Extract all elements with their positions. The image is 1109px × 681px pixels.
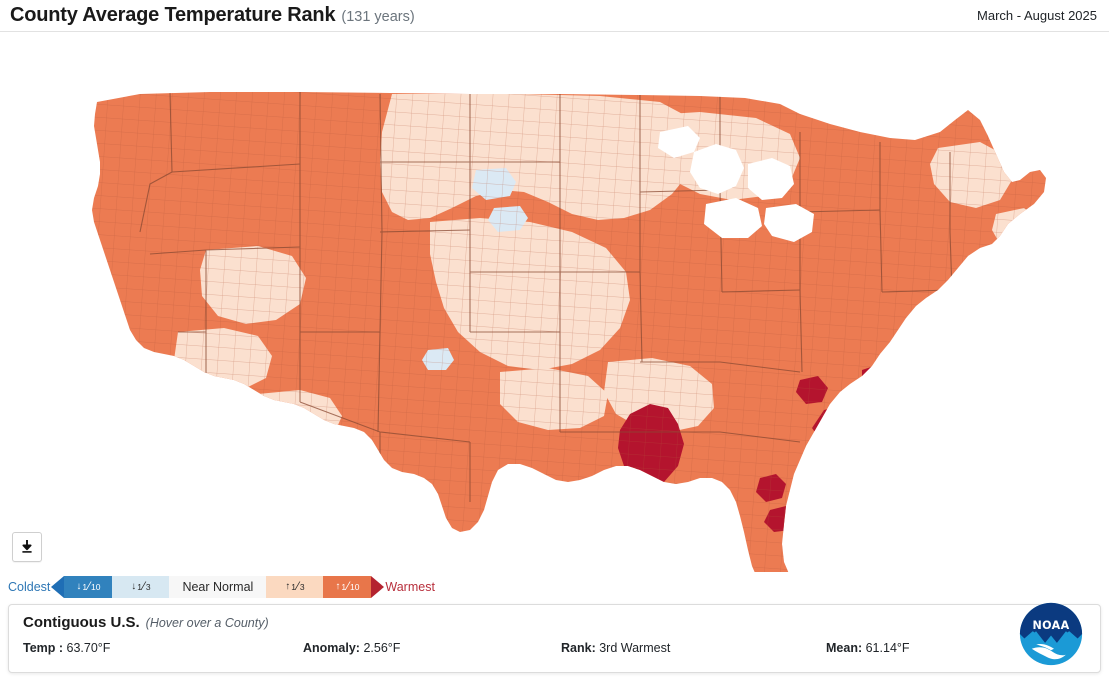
us-county-map-svg[interactable] [0, 32, 1109, 572]
info-stats-row: Temp : 63.70°F Anomaly: 2.56°F Rank: 3rd… [23, 641, 1086, 655]
info-panel: Contiguous U.S. (Hover over a County) Te… [8, 602, 1101, 673]
county-boundary-texture [92, 92, 1046, 572]
stat-mean: Mean: 61.14°F [826, 641, 1026, 655]
legend-coldest-label: Coldest [8, 580, 51, 594]
legend-cell-record-warmest-label: ↑ 1 ⁄ 10 [335, 581, 360, 593]
page-subtitle: (131 years) [341, 9, 415, 25]
stat-rank-key: Rank: [561, 641, 596, 655]
great-lakes [658, 126, 814, 242]
state-boundaries-layer [139, 92, 953, 502]
legend-cell-much-above-normal-label: ↑ 1 ⁄ 3 [285, 581, 305, 593]
legend-cells: ↓ 1 ⁄ 10 ↓ 1 ⁄ 3 Near Normal ↑ 1 ⁄ 3 ↑ 1 ⁄ 10 [64, 576, 372, 598]
download-icon [22, 540, 32, 553]
stat-temp-key: Temp : [23, 641, 64, 655]
map-fill-layer [92, 92, 1046, 572]
noaa-logo-text: NOAA [1032, 619, 1069, 632]
choropleth-map[interactable] [0, 32, 1109, 572]
legend-cell-much-above-normal[interactable]: ↑ 1 ⁄ 3 [266, 576, 324, 598]
stat-temp-value: 63.70°F [66, 641, 111, 655]
legend-cell-record-coldest[interactable]: ↓ 1 ⁄ 10 [64, 576, 113, 598]
stat-anomaly-key: Anomaly: [303, 641, 360, 655]
info-hover-hint: (Hover over a County) [145, 616, 269, 630]
stat-rank: Rank: 3rd Warmest [561, 641, 826, 655]
stat-anomaly: Anomaly: 2.56°F [303, 641, 561, 655]
legend-cell-near-normal-label: Near Normal [182, 580, 254, 594]
up-arrow-icon: ↑ [335, 581, 341, 592]
stat-mean-key: Mean: [826, 641, 863, 655]
page-header: County Average Temperature Rank (131 yea… [0, 0, 1109, 32]
download-button[interactable] [12, 532, 42, 562]
stat-temp: Temp : 63.70°F [23, 641, 303, 655]
stat-rank-value: 3rd Warmest [599, 641, 671, 655]
legend-warm-arrow-icon [371, 576, 385, 598]
legend-cell-much-below-normal[interactable]: ↓ 1 ⁄ 3 [112, 576, 170, 598]
title-group: County Average Temperature Rank (131 yea… [10, 4, 415, 27]
info-title-row: Contiguous U.S. (Hover over a County) [23, 614, 1086, 631]
down-arrow-icon: ↓ [76, 581, 82, 592]
legend-warmest-label: Warmest [385, 580, 435, 594]
legend-cell-much-below-normal-label: ↓ 1 ⁄ 3 [131, 581, 151, 593]
stat-anomaly-value: 2.56°F [363, 641, 401, 655]
legend-cell-record-coldest-label: ↓ 1 ⁄ 10 [76, 581, 101, 593]
down-arrow-icon: ↓ [131, 581, 137, 592]
info-region-name: Contiguous U.S. [23, 614, 140, 631]
legend-cell-near-normal[interactable]: Near Normal [169, 576, 267, 598]
noaa-logo: NOAA [1019, 602, 1083, 666]
legend-cold-arrow-icon [51, 576, 65, 598]
legend-cell-record-warmest[interactable]: ↑ 1 ⁄ 10 [323, 576, 372, 598]
page-title: County Average Temperature Rank [10, 4, 336, 26]
map-legend: Coldest ↓ 1 ⁄ 10 ↓ 1 ⁄ 3 Near Normal ↑ 1 ⁄ 3 [8, 576, 435, 598]
date-range-label: March - August 2025 [977, 8, 1097, 23]
stat-mean-value: 61.14°F [865, 641, 910, 655]
up-arrow-icon: ↑ [285, 581, 291, 592]
